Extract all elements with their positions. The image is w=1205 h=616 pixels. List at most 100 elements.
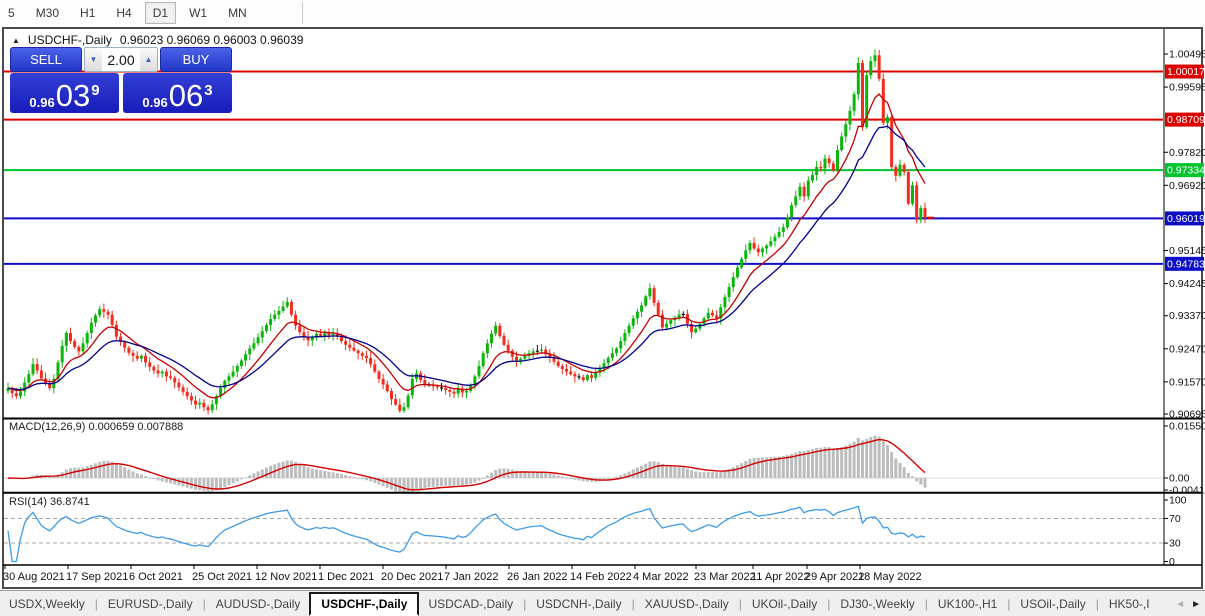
- price-level-badge-text: 0.96019: [1167, 213, 1205, 225]
- buy-price-display[interactable]: 0.96 06 3: [123, 73, 232, 113]
- price-level-badge: [1165, 211, 1204, 226]
- symbol-tab-xauusd[interactable]: XAUUSD-,Daily: [644, 597, 729, 611]
- symbol-tab-bar: USDX,Weekly | EURUSD-,Daily | AUDUSD-,Daily U…: [0, 590, 1205, 616]
- symbol-tab-usdcad[interactable]: USDCAD-,Daily: [428, 597, 514, 611]
- svg-text:1 Dec 2021: 1 Dec 2021: [318, 571, 374, 583]
- chart-header: ▲ USDCHF-,Daily 0.96023 0.96069 0.96003 …: [12, 33, 303, 47]
- symbol-tab-audusd[interactable]: AUDUSD-,Daily: [215, 597, 301, 611]
- svg-text:7 Jan 2022: 7 Jan 2022: [444, 571, 498, 583]
- buy-price-main: 06: [168, 78, 204, 113]
- svg-text:0.00: 0.00: [1169, 473, 1190, 485]
- price-level-badge: [1165, 163, 1204, 178]
- price-level-badge: [1165, 256, 1204, 271]
- tab-separator: |: [523, 597, 527, 611]
- symbol-tab-usdx[interactable]: USDX,Weekly: [9, 597, 85, 611]
- symbol-tab-eurusd[interactable]: EURUSD-,Daily: [107, 597, 193, 611]
- svg-text:0.95145: 0.95145: [1169, 245, 1205, 257]
- svg-text:0.01550: 0.01550: [1169, 421, 1205, 433]
- timeframe-button-5[interactable]: 5: [8, 6, 15, 20]
- symbol-dropdown-icon[interactable]: ▲: [12, 35, 20, 45]
- timeframe-button-d1[interactable]: D1: [144, 2, 177, 24]
- svg-text:1.00495: 1.00495: [1169, 49, 1205, 61]
- volume-increase-button[interactable]: ▲: [140, 48, 157, 71]
- chart-window: [2, 27, 1203, 589]
- tab-separator: |: [1095, 597, 1099, 611]
- svg-text:25 Oct 2021: 25 Oct 2021: [192, 571, 252, 583]
- symbol-tab-uk100[interactable]: UK100-,H1: [937, 597, 998, 611]
- svg-text:11 Apr 2022: 11 Apr 2022: [751, 571, 810, 583]
- price-level-badge: [1165, 64, 1204, 79]
- tab-scroll-left-icon[interactable]: ◄: [1175, 598, 1186, 610]
- svg-text:100: 100: [1169, 495, 1187, 507]
- chevron-up-icon: ▲: [144, 55, 153, 64]
- svg-text:0: 0: [1169, 556, 1175, 568]
- svg-text:0.99595: 0.99595: [1169, 82, 1205, 94]
- svg-text:0.94245: 0.94245: [1169, 278, 1205, 290]
- tab-scroll-right-icon[interactable]: ►: [1191, 598, 1201, 610]
- sell-price-display[interactable]: 0.96 03 9: [10, 73, 119, 113]
- toolbar-separator: [301, 2, 303, 24]
- slow-ma-line: [7, 125, 926, 391]
- svg-text:0.90695: 0.90695: [1169, 409, 1205, 421]
- svg-text:0.91570: 0.91570: [1169, 376, 1205, 388]
- svg-text:70: 70: [1169, 513, 1181, 525]
- macd-signal-line: [7, 438, 926, 491]
- sell-price-prefix: 0.96: [29, 95, 55, 110]
- svg-text:23 Mar 2022: 23 Mar 2022: [694, 571, 756, 583]
- macd-histogram: [4, 435, 1163, 492]
- svg-text:0.93370: 0.93370: [1169, 310, 1205, 322]
- sell-button[interactable]: SELL: [10, 47, 82, 72]
- symbol-tab-ukoil[interactable]: UKOil-,Daily: [751, 597, 818, 611]
- volume-decrease-button[interactable]: ▼: [85, 48, 102, 71]
- last-price-marker: [927, 216, 934, 220]
- tab-separator: |: [94, 597, 98, 611]
- timeframe-button-mn[interactable]: MN: [228, 6, 247, 20]
- candles-layer[interactable]: [6, 49, 927, 415]
- tab-scroll-controls: ◄ ►: [1175, 599, 1205, 610]
- price-level-badge-text: 0.98709: [1167, 114, 1205, 126]
- tab-separator: |: [631, 597, 635, 611]
- svg-text:14 Feb 2022: 14 Feb 2022: [570, 571, 632, 583]
- buy-price-pip: 3: [204, 82, 213, 99]
- rsi-value: 36.8741: [49, 496, 90, 508]
- svg-text:12 Nov 2021: 12 Nov 2021: [255, 571, 317, 583]
- price-axis[interactable]: 1.00495 0.99595 0.97820 0.96920 0.95145 0.942…: [1164, 49, 1205, 569]
- symbol-tab-usoil[interactable]: USOil-,Daily: [1020, 597, 1086, 611]
- buy-price-prefix: 0.96: [142, 95, 168, 110]
- symbol-tab-usdchf[interactable]: USDCHF-,Daily: [309, 591, 420, 616]
- svg-text:30: 30: [1169, 538, 1181, 550]
- svg-text:0.92470: 0.92470: [1169, 343, 1205, 355]
- price-level-badge-text: 1.00017: [1167, 66, 1205, 78]
- macd-indicator-label: MACD(12,26,9) 0.000659 0.007888: [9, 421, 183, 433]
- timeframe-button-h1[interactable]: H1: [80, 6, 96, 20]
- rsi-indicator-label: RSI(14) 36.8741: [9, 496, 90, 508]
- macd-title: MACD(12,26,9): [9, 421, 86, 433]
- fast-ma-line: [7, 93, 926, 399]
- rsi-title: RSI(14): [9, 496, 47, 508]
- tab-separator: |: [1007, 597, 1011, 611]
- tab-separator: |: [202, 597, 206, 611]
- volume-input[interactable]: [102, 48, 140, 71]
- svg-text:0.97820: 0.97820: [1169, 147, 1205, 159]
- svg-text:18 May 2022: 18 May 2022: [858, 571, 922, 583]
- sell-price-main: 03: [55, 78, 91, 113]
- timeframe-toolbar: 5 M30 H1 H4 D1 W1 MN: [0, 0, 1205, 26]
- tab-separator: |: [738, 597, 742, 611]
- timeframe-button-m30[interactable]: M30: [35, 6, 60, 20]
- price-level-badge: [1165, 112, 1204, 127]
- volume-stepper: ▼ ▲: [84, 47, 158, 72]
- symbol-tab-dj30[interactable]: DJ30-,Weekly: [840, 597, 915, 611]
- chart-ohlc-values: 0.96023 0.96069 0.96003 0.96039: [119, 33, 304, 47]
- one-click-trade-panel: SELL ▼ ▲ BUY 0.96 03 9 0.96 06 3: [10, 47, 232, 113]
- symbol-tab-hk50[interactable]: HK50-,I: [1108, 597, 1150, 611]
- timeframe-button-h4[interactable]: H4: [116, 6, 132, 20]
- buy-button[interactable]: BUY: [160, 47, 232, 72]
- timeframe-button-w1[interactable]: W1: [189, 6, 208, 20]
- price-level-badge-text: 0.97334: [1167, 165, 1205, 177]
- symbol-tab-usdcnh[interactable]: USDCNH-,Daily: [536, 597, 622, 611]
- macd-values: 0.000659 0.007888: [88, 421, 184, 433]
- date-axis[interactable]: 30 Aug 2021 17 Sep 2021 6 Oct 2021 25 Oct 2…: [3, 565, 922, 583]
